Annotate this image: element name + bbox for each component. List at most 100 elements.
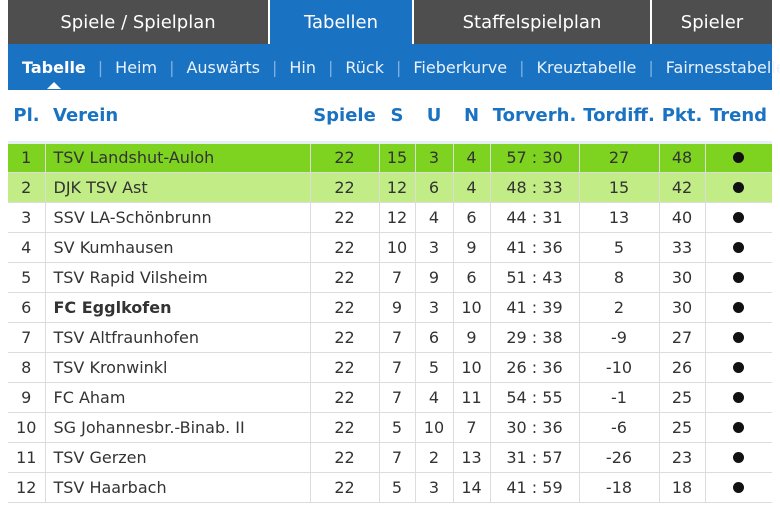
header-s[interactable]: S	[379, 90, 415, 144]
cell-torverh: 57 : 30	[490, 142, 580, 173]
cell-torverh: 44 : 31	[490, 202, 580, 233]
trend-dot-icon	[733, 181, 745, 193]
subnav-separator: |	[271, 57, 278, 77]
cell-tordiff: 13	[579, 202, 660, 233]
cell-spiele: 22	[310, 382, 380, 413]
cell-torverh: 41 : 36	[490, 232, 580, 263]
trend-dot-icon	[733, 271, 745, 283]
subnav-auswaerts[interactable]: Auswärts	[186, 57, 260, 77]
table-row: 8 TSV Kronwinkl 22 7 5 10 26 : 36 -10 26	[8, 352, 772, 383]
cell-torverh: 41 : 39	[490, 292, 580, 323]
cell-u: 3	[415, 292, 454, 323]
header-pkt[interactable]: Pkt.	[659, 90, 705, 144]
cell-verein[interactable]: TSV Landshut-Auloh	[45, 142, 311, 173]
subnav-kreuztabelle[interactable]: Kreuztabelle	[536, 57, 637, 77]
header-u[interactable]: U	[415, 90, 453, 144]
header-spiele[interactable]: Spiele	[310, 90, 379, 144]
cell-trend	[705, 472, 772, 503]
cell-trend	[705, 382, 772, 413]
cell-pl: 11	[8, 442, 46, 473]
tab-tabellen[interactable]: Tabellen	[270, 0, 414, 44]
cell-torverh: 30 : 36	[490, 412, 580, 443]
cell-s: 7	[379, 262, 416, 293]
cell-u: 5	[415, 352, 454, 383]
cell-s: 7	[379, 442, 416, 473]
table-header-row: Pl. Verein Spiele S U N Torverh. Tordiff…	[8, 90, 772, 144]
subnav-rueck[interactable]: Rück	[345, 57, 384, 77]
table-row: 7 TSV Altfraunhofen 22 7 6 9 29 : 38 -9 27	[8, 322, 772, 353]
cell-u: 4	[415, 202, 454, 233]
table-row: 12 TSV Haarbach 22 5 3 14 41 : 59 -18 18	[8, 472, 772, 503]
tab-spiele-spielplan[interactable]: Spiele / Spielplan	[8, 0, 270, 44]
subnav-heim[interactable]: Heim	[115, 57, 158, 77]
cell-tordiff: 5	[579, 232, 660, 263]
trend-dot-icon	[733, 451, 745, 463]
cell-verein[interactable]: TSV Haarbach	[45, 472, 311, 503]
header-torverh[interactable]: Torverh.	[490, 90, 579, 144]
subnav-hin[interactable]: Hin	[289, 57, 316, 77]
table-row: 3 SSV LA-Schönbrunn 22 12 4 6 44 : 31 13 40	[8, 202, 772, 233]
cell-pkt: 30	[659, 292, 706, 323]
cell-s: 9	[379, 292, 416, 323]
cell-pkt: 27	[659, 322, 706, 353]
cell-s: 12	[379, 172, 416, 203]
cell-spiele: 22	[310, 202, 380, 233]
trend-dot-icon	[733, 391, 745, 403]
tab-staffelspielplan[interactable]: Staffelspielplan	[414, 0, 652, 44]
header-verein[interactable]: Verein	[45, 90, 310, 144]
cell-verein[interactable]: SV Kumhausen	[45, 232, 311, 263]
cell-u: 2	[415, 442, 454, 473]
cell-s: 7	[379, 382, 416, 413]
tab-spieler[interactable]: Spieler	[652, 0, 772, 44]
cell-verein[interactable]: SSV LA-Schönbrunn	[45, 202, 311, 233]
cell-verein[interactable]: SG Johannesbr.-Binab. II	[45, 412, 311, 443]
cell-verein[interactable]: TSV Altfraunhofen	[45, 322, 311, 353]
cell-trend	[705, 412, 772, 443]
cell-n: 10	[453, 352, 491, 383]
cell-u: 6	[415, 322, 454, 353]
header-n[interactable]: N	[453, 90, 490, 144]
cell-u: 10	[415, 412, 454, 443]
subnav-separator: |	[169, 57, 175, 77]
cell-pkt: 42	[659, 172, 706, 203]
cell-verein[interactable]: FC Egglkofen	[45, 292, 311, 323]
cell-s: 7	[379, 322, 416, 353]
header-pl[interactable]: Pl.	[8, 90, 45, 144]
cell-tordiff: -26	[579, 442, 660, 473]
cell-verein[interactable]: FC Aham	[45, 382, 311, 413]
cell-verein[interactable]: TSV Kronwinkl	[45, 352, 311, 383]
cell-trend	[705, 142, 772, 173]
subnav-separator: |	[648, 57, 654, 77]
header-trend[interactable]: Trend	[705, 90, 772, 144]
cell-tordiff: -1	[579, 382, 660, 413]
subnav-fieberkurve[interactable]: Fieberkurve	[413, 57, 508, 77]
cell-pkt: 40	[659, 202, 706, 233]
cell-pkt: 26	[659, 352, 706, 383]
header-tordiff[interactable]: Tordiff.	[579, 90, 659, 144]
cell-verein[interactable]: TSV Gerzen	[45, 442, 311, 473]
cell-u: 3	[415, 472, 454, 503]
table-row: 4 SV Kumhausen 22 10 3 9 41 : 36 5 33	[8, 232, 772, 263]
subnav-fairnesstabelle[interactable]: Fairnesstabelle	[665, 57, 780, 77]
cell-torverh: 31 : 57	[490, 442, 580, 473]
subnav-tabelle[interactable]: Tabelle	[22, 57, 86, 89]
cell-pl: 4	[8, 232, 46, 263]
cell-n: 9	[453, 322, 491, 353]
cell-trend	[705, 232, 772, 263]
cell-spiele: 22	[310, 322, 380, 353]
trend-dot-icon	[733, 301, 745, 313]
cell-pkt: 18	[659, 472, 706, 503]
cell-u: 3	[415, 232, 454, 263]
table-row: 6 FC Egglkofen 22 9 3 10 41 : 39 2 30	[8, 292, 772, 323]
cell-pl: 3	[8, 202, 46, 233]
trend-dot-icon	[733, 361, 745, 373]
cell-pl: 6	[8, 292, 46, 323]
cell-verein[interactable]: DJK TSV Ast	[45, 172, 311, 203]
cell-s: 15	[379, 142, 416, 173]
cell-verein[interactable]: TSV Rapid Vilsheim	[45, 262, 311, 293]
cell-spiele: 22	[310, 142, 380, 173]
cell-trend	[705, 352, 772, 383]
trend-dot-icon	[733, 331, 745, 343]
sub-navigation: Tabelle | Heim | Auswärts | Hin | Rück |…	[8, 44, 780, 90]
subnav-separator: |	[519, 57, 525, 77]
